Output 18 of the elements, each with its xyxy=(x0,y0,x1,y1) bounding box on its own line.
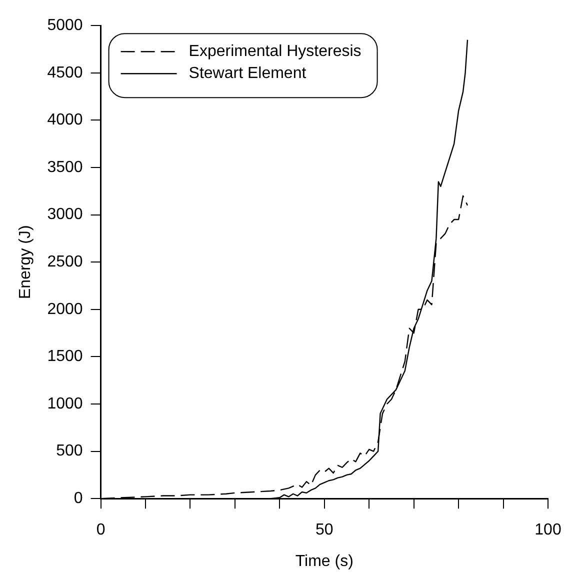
y-tick-label: 0 xyxy=(74,490,83,508)
x-axis-title: Time (s) xyxy=(295,552,354,570)
x-tick-label: 50 xyxy=(316,522,334,539)
y-tick-label: 1000 xyxy=(47,395,83,412)
legend-label: Stewart Element xyxy=(188,65,307,82)
y-tick-label: 5000 xyxy=(47,17,83,34)
x-tick-label: 100 xyxy=(534,522,562,539)
legend-label: Experimental Hysteresis xyxy=(188,43,362,60)
y-tick-label: 2000 xyxy=(47,300,83,318)
y-tick-label: 2500 xyxy=(47,254,83,271)
y-axis-title: Energy (J) xyxy=(17,225,34,299)
y-tick-label: 1500 xyxy=(47,348,83,366)
y-tick-label: 4500 xyxy=(47,64,83,82)
y-tick-label: 3000 xyxy=(47,206,83,224)
y-tick-label: 500 xyxy=(56,442,83,460)
y-tick-label: 3500 xyxy=(47,158,83,176)
y-tick-label: 4000 xyxy=(47,112,83,129)
x-tick-label: 0 xyxy=(96,522,106,539)
